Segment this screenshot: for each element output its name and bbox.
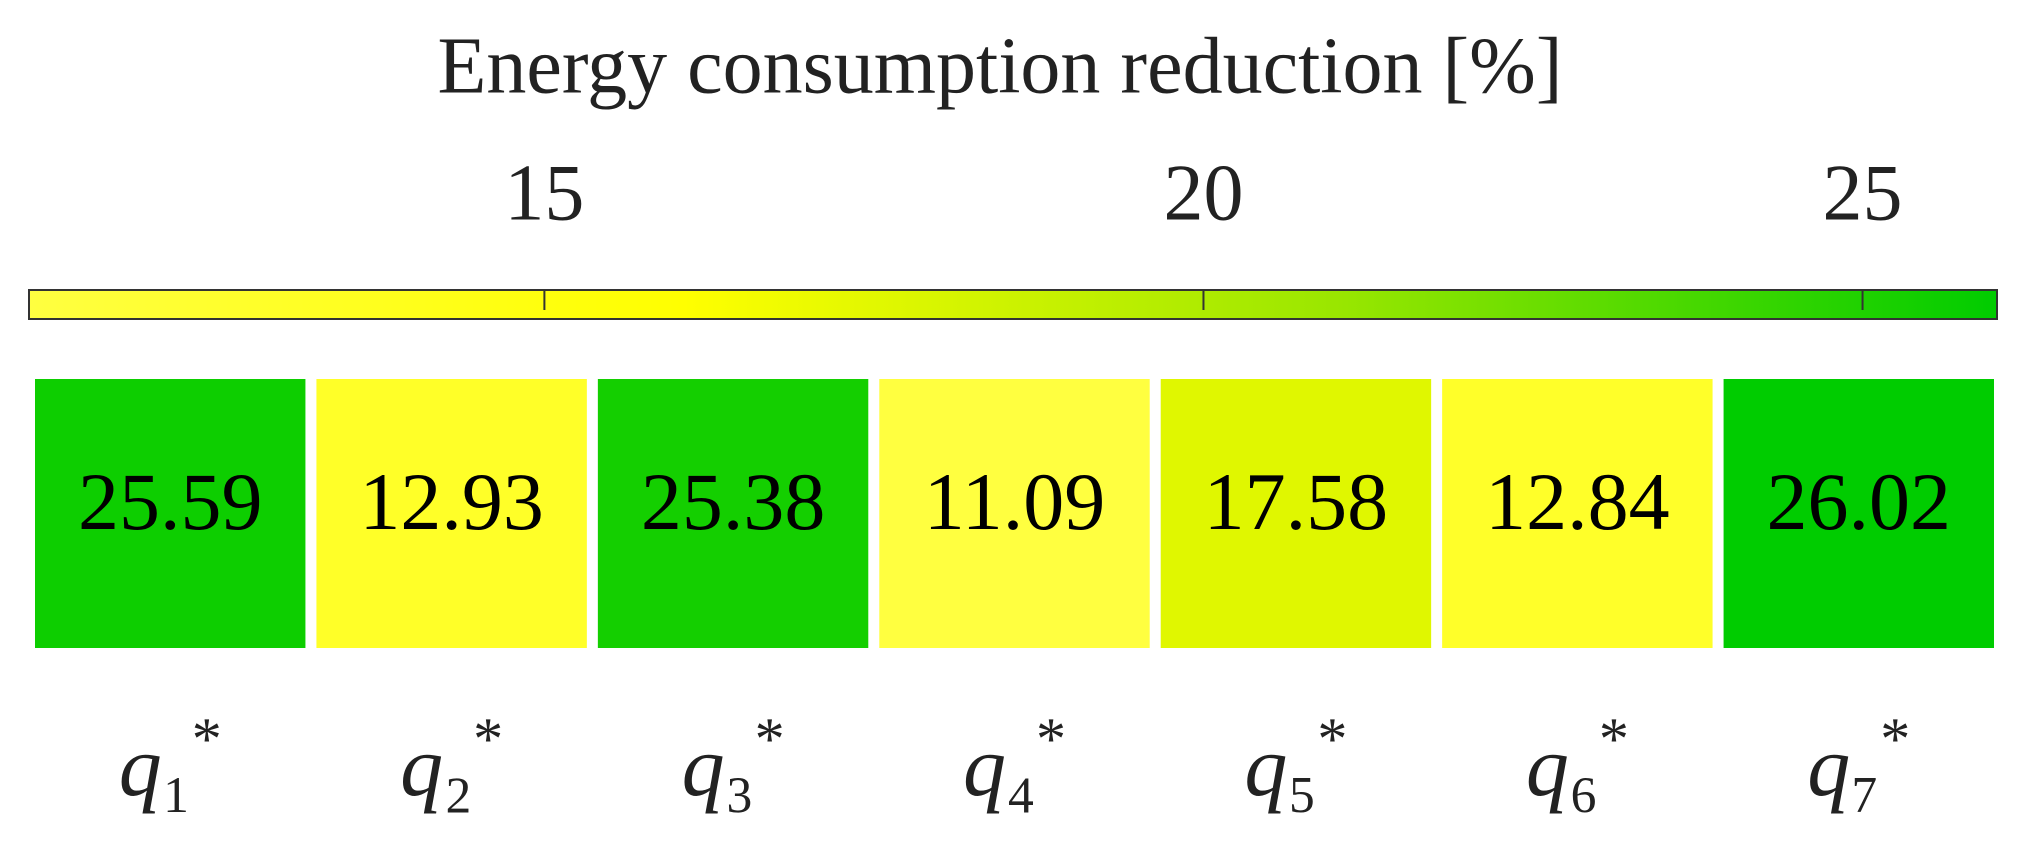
heatmap-cell: [597, 379, 869, 648]
colorbar-tick-label: 15: [504, 149, 584, 237]
cell-label: 25.59: [78, 456, 263, 547]
x-tick-label: q₇*: [1807, 706, 1910, 814]
x-tick-label: q₄*: [963, 706, 1066, 814]
x-tick-label: q₃*: [682, 706, 785, 814]
x-tick-label: q₆*: [1526, 706, 1629, 814]
cell-label: 26.02: [1767, 456, 1952, 547]
heatmap-cell: [1723, 379, 1994, 648]
cell-label: 11.09: [924, 456, 1105, 547]
cell-label: 25.38: [641, 456, 826, 547]
cell-label: 12.84: [1485, 456, 1670, 547]
heatmap-cell: [35, 379, 306, 648]
cell-label: 12.93: [359, 456, 544, 547]
x-tick-label: q₂*: [400, 706, 503, 814]
chart-title: Energy consumption reduction [%]: [438, 22, 1563, 110]
colorbar: [28, 289, 1998, 320]
cell-label: 17.58: [1204, 456, 1389, 547]
x-tick-label: q₅*: [1244, 706, 1347, 814]
heatmap-cell: [1160, 379, 1432, 648]
heatmap-cell: [1442, 379, 1713, 648]
colorbar-tick-label: 25: [1823, 149, 1903, 237]
x-tick-label: q₁*: [119, 706, 222, 814]
heatmap-cell: [879, 379, 1150, 648]
heatmap-cell: [316, 379, 587, 648]
colorbar-tick-label: 20: [1163, 149, 1243, 237]
